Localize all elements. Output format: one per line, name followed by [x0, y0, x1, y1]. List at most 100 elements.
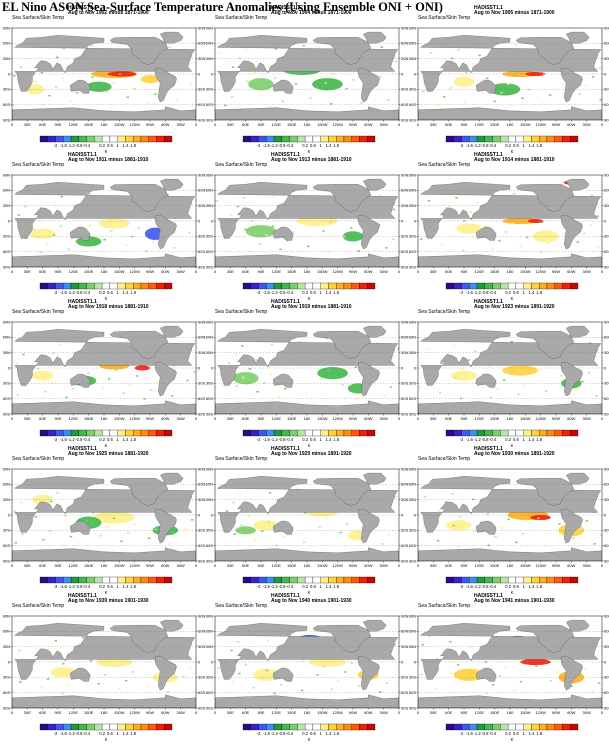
colorbar-swatch [539, 429, 548, 437]
colorbar-label: -0.8 [75, 584, 83, 589]
colorbar-swatch [476, 429, 485, 437]
lat-tick-label-right: 60S [401, 543, 408, 548]
lon-tick-label: 30W [583, 416, 591, 421]
colorbar-swatch [515, 576, 524, 584]
colorbar-swatch [297, 282, 306, 290]
colorbar-swatch [297, 429, 306, 437]
colorbar-label: -1.6 [466, 584, 474, 589]
lat-tick-label: 0 [8, 659, 11, 664]
land-mask [109, 625, 169, 653]
lat-tick-label-right: 0 [604, 365, 607, 370]
land-mask [566, 325, 590, 338]
colorbar-swatch [109, 429, 118, 437]
colorbar-label: -1.2 [270, 437, 278, 442]
lat-tick-label-right: 30S [198, 675, 205, 680]
lon-tick-label: 0 [195, 269, 198, 274]
colorbar-swatch [359, 135, 368, 143]
lon-tick-label: 0 [214, 416, 217, 421]
lat-tick-label: 30S [206, 381, 213, 386]
colorbar-label: -0.4 [286, 437, 294, 442]
lat-tick-label: 30N [3, 497, 10, 502]
colorbar-label: -1.6 [466, 731, 474, 736]
colorbar-label: 0.2 [99, 143, 105, 148]
colorbar-swatch [523, 429, 532, 437]
lon-tick-label: 90W [552, 710, 560, 715]
colorbar-swatch [47, 576, 56, 584]
colorbar-label: -2 [54, 437, 58, 442]
colorbar-swatch [86, 723, 95, 731]
anomaly-region [107, 71, 137, 77]
colorbar-label: -0.8 [278, 290, 286, 295]
lon-tick-label: 150E [84, 122, 94, 127]
colorbar-swatch [359, 282, 368, 290]
panel-dataset-label: HADISST1.1 [68, 593, 97, 599]
anomaly-region [502, 365, 539, 376]
colorbar-swatch [78, 723, 87, 731]
colorbar-swatch [445, 135, 454, 143]
colorbar-swatch [367, 723, 376, 731]
lon-tick-label: 0 [398, 122, 401, 127]
colorbar-swatch [507, 429, 517, 437]
lat-tick-label-right: 60N [401, 629, 408, 634]
colorbar-label: 0.2 [505, 143, 511, 148]
colorbar-swatch [469, 429, 478, 437]
panel-period-label: Aug to Nov 1925 minus 1881-1920 [68, 451, 149, 457]
lon-tick-label: 90E [257, 710, 264, 715]
panel-variable-label: Sea Surface/Skin Temp [418, 309, 471, 315]
lon-tick-label: 90W [349, 122, 357, 127]
colorbar-label: 1 [522, 143, 525, 148]
lon-tick-label: 150W [114, 269, 125, 274]
colorbar-label: -0.8 [75, 290, 83, 295]
colorbar-swatch [453, 135, 462, 143]
panel-dataset-label: HADISST1.1 [271, 299, 300, 305]
lat-tick-label: 60S [3, 102, 10, 107]
colorbar-label: -1.2 [270, 290, 278, 295]
lon-tick-label: 30W [177, 563, 185, 568]
colorbar-label: 1 [116, 143, 119, 148]
colorbar-swatch [156, 576, 165, 584]
colorbar-swatch [94, 282, 103, 290]
lon-tick-label: 30E [227, 122, 234, 127]
lon-tick-label: 180 [507, 710, 514, 715]
land-mask [560, 655, 583, 691]
lon-tick-label: 0 [398, 269, 401, 274]
colorbar-swatch [484, 282, 493, 290]
land-mask [12, 694, 196, 708]
colorbar-label: -0.4 [286, 731, 294, 736]
lat-tick-label: 60S [206, 543, 213, 548]
land-mask [418, 547, 602, 561]
colorbar-label: 1 [522, 437, 525, 442]
lat-tick-label-right: 30S [604, 87, 609, 92]
land-mask [12, 106, 196, 120]
lon-tick-label: 120E [69, 563, 79, 568]
colorbar-units: K [511, 443, 514, 448]
land-mask [418, 694, 602, 708]
lon-tick-label: 30E [227, 563, 234, 568]
colorbar-label: -0.4 [83, 437, 91, 442]
land-mask [70, 667, 91, 682]
colorbar-swatch [289, 282, 298, 290]
lat-tick-label-right: 30N [604, 56, 609, 61]
lat-tick-label: 60N [206, 482, 213, 487]
lon-tick-label: 120W [332, 122, 343, 127]
lon-tick-label: 0 [398, 416, 401, 421]
lon-tick-label: 120E [69, 710, 79, 715]
colorbar-swatch [47, 282, 56, 290]
lat-tick-label: 90S [206, 264, 213, 269]
panel-variable-label: Sea Surface/Skin Temp [12, 456, 65, 462]
colorbar-label: -1.2 [270, 584, 278, 589]
colorbar-swatch [94, 576, 103, 584]
lon-tick-label: 0 [11, 122, 14, 127]
lon-tick-label: 90E [54, 122, 61, 127]
colorbar-swatch [320, 282, 329, 290]
colorbar-label: -0.8 [278, 437, 286, 442]
colorbar-label: -1.2 [473, 731, 481, 736]
colorbar-swatch [109, 135, 118, 143]
colorbar-swatch [78, 282, 87, 290]
colorbar-swatch [469, 282, 478, 290]
lat-tick-label: 60N [3, 41, 10, 46]
colorbar-swatch [531, 282, 540, 290]
lon-tick-label: 150E [287, 269, 297, 274]
